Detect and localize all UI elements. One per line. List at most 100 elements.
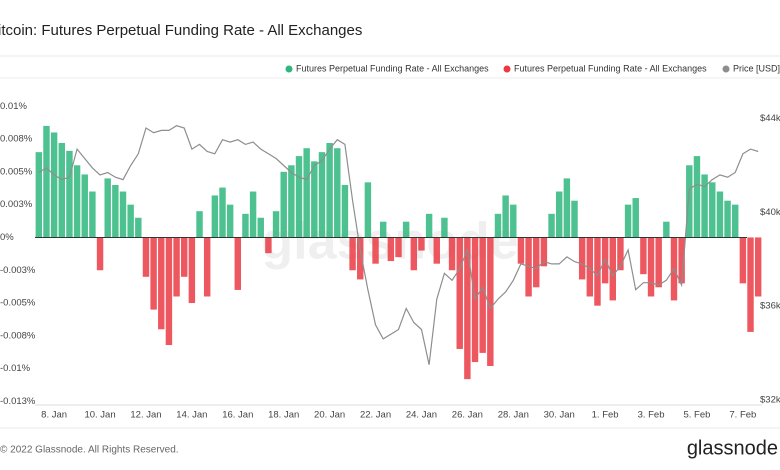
legend-marker <box>722 65 730 73</box>
bar <box>754 237 762 297</box>
x-tick-label: 20. Jan <box>314 410 345 421</box>
bar <box>357 237 364 280</box>
bar <box>89 191 96 238</box>
y2-tick-label: $44k <box>760 113 780 124</box>
y2-tick-label: $36k <box>760 301 780 312</box>
bar <box>693 156 701 238</box>
x-tick-label: 16. Jan <box>222 410 253 421</box>
bar <box>142 237 150 277</box>
bar <box>716 191 724 238</box>
logo: glassnode <box>687 437 778 459</box>
x-tick-label: 28. Jan <box>498 410 529 421</box>
bar <box>686 165 693 238</box>
bar <box>701 174 708 238</box>
legend-marker <box>285 65 293 73</box>
bar <box>334 148 341 238</box>
bar <box>410 237 418 271</box>
bar <box>73 165 81 238</box>
bar <box>487 237 494 367</box>
bar <box>219 187 226 238</box>
bar <box>135 217 142 238</box>
bar <box>372 237 379 264</box>
bar <box>387 237 395 262</box>
bar <box>112 184 119 238</box>
bar <box>632 198 639 238</box>
bar <box>747 237 754 332</box>
bar <box>226 204 234 238</box>
bar <box>586 237 594 297</box>
bar <box>119 191 127 238</box>
bar <box>158 237 165 330</box>
bar <box>709 182 716 238</box>
bar <box>272 211 280 238</box>
bar <box>640 237 647 275</box>
x-tick-label: 10. Jan <box>84 410 115 421</box>
y-tick-label: 0.01% <box>0 101 27 112</box>
x-tick-label: 24. Jan <box>406 410 437 421</box>
bar <box>50 132 58 238</box>
y2-tick-label: $40k <box>760 207 780 218</box>
bar <box>433 237 440 264</box>
bar <box>525 237 532 297</box>
bar <box>448 237 456 271</box>
legend-marker <box>503 65 511 73</box>
y-tick-label: 0.008% <box>0 134 33 145</box>
chart-title: Bitcoin: Futures Perpetual Funding Rate … <box>0 22 362 39</box>
bar <box>326 142 333 238</box>
bar <box>678 237 685 284</box>
bar <box>150 237 157 310</box>
bar <box>295 156 303 238</box>
bar <box>555 191 563 238</box>
bar <box>96 237 104 271</box>
bar <box>303 148 310 238</box>
bar <box>188 237 196 304</box>
bar <box>533 237 540 288</box>
y-tick-label: 0% <box>0 232 14 243</box>
bar <box>196 211 203 238</box>
y-tick-label: -0.005% <box>0 298 36 309</box>
bar <box>81 174 88 238</box>
bar <box>43 125 50 238</box>
y-tick-label: 0.003% <box>0 199 33 210</box>
bar <box>502 195 509 238</box>
bar <box>318 152 326 238</box>
bar <box>173 237 180 297</box>
bar <box>617 237 624 271</box>
bar <box>288 165 295 238</box>
bar <box>724 200 731 238</box>
y-tick-label: -0.01% <box>0 363 31 374</box>
x-tick-label: 26. Jan <box>452 410 483 421</box>
x-tick-label: 30. Jan <box>544 410 575 421</box>
bar <box>402 221 410 238</box>
bar <box>732 204 739 238</box>
x-tick-label: 14. Jan <box>176 410 207 421</box>
bar <box>571 200 578 238</box>
bar <box>609 237 616 301</box>
bar <box>548 213 555 238</box>
bar <box>456 237 463 349</box>
y-tick-label: -0.003% <box>0 265 36 276</box>
bar <box>563 178 571 238</box>
bar <box>181 237 188 277</box>
y-tick-label: -0.008% <box>0 330 36 341</box>
bar <box>739 237 747 284</box>
legend-label: Futures Perpetual Funding Rate - All Exc… <box>296 63 489 73</box>
bar <box>257 217 264 238</box>
price-line <box>38 125 759 365</box>
bar <box>647 237 655 297</box>
x-tick-label: 12. Jan <box>130 410 161 421</box>
x-tick-label: 8. Jan <box>41 410 67 421</box>
bar <box>165 237 173 346</box>
bar <box>510 204 517 238</box>
bar <box>234 237 242 290</box>
bar <box>540 237 548 267</box>
bar <box>655 237 662 288</box>
bar <box>594 237 601 306</box>
bar <box>517 237 525 264</box>
bar <box>379 221 387 238</box>
legend-label: Futures Perpetual Funding Rate - All Exc… <box>514 63 707 73</box>
y2-tick-label: $32k <box>760 394 780 405</box>
legend-label: Price [USD] <box>733 63 780 73</box>
bar <box>280 171 287 238</box>
